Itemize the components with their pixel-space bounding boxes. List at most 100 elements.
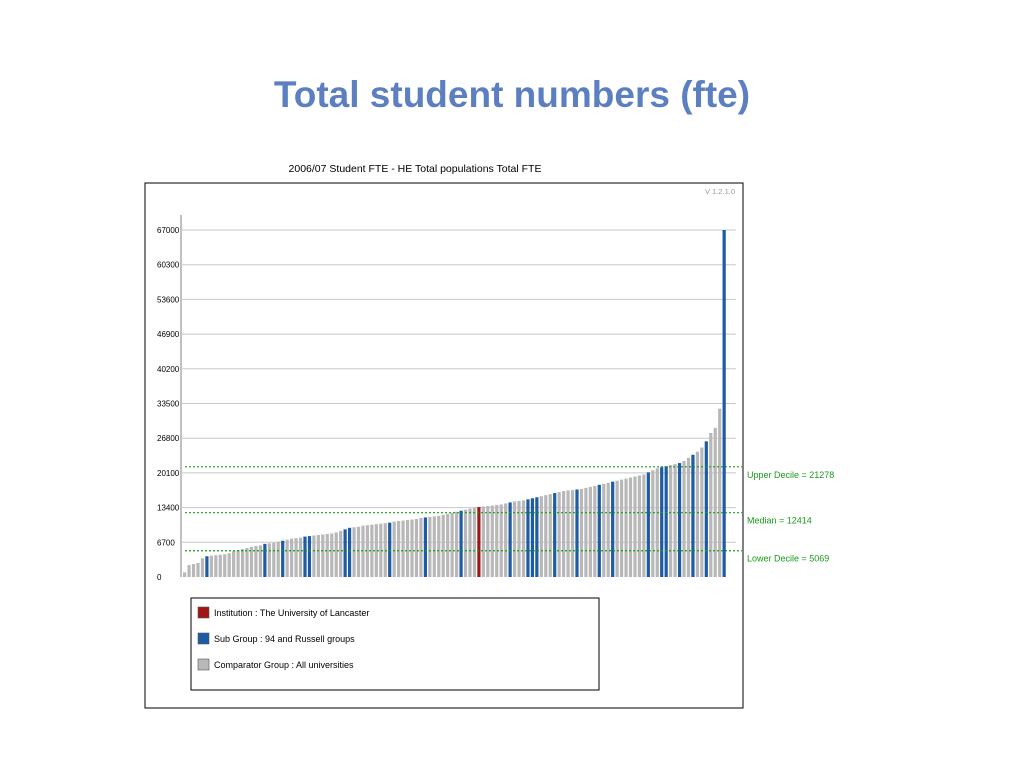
bar <box>183 572 187 577</box>
reference-line-label: Lower Decile = 5069 <box>747 554 829 564</box>
y-tick-label: 0 <box>157 573 162 582</box>
bar <box>593 485 597 577</box>
bar <box>339 530 343 577</box>
legend-entry: Institution : The University of Lancaste… <box>214 608 369 618</box>
bar <box>530 498 535 577</box>
y-tick-label: 67000 <box>157 226 180 235</box>
bar <box>200 558 205 577</box>
bar <box>504 503 508 577</box>
bar <box>682 460 686 577</box>
bar <box>553 493 557 577</box>
bar <box>325 534 329 577</box>
bar <box>557 492 561 577</box>
bar <box>637 475 642 577</box>
bar <box>423 517 427 577</box>
bar <box>383 523 387 577</box>
bar <box>588 486 592 577</box>
bar <box>365 525 370 577</box>
bar <box>419 517 423 577</box>
bar <box>606 482 610 577</box>
bar <box>303 536 307 577</box>
bar <box>437 515 441 577</box>
y-axis-ticks: 0 6700 13400 20100 26800 33500 40200 46900 53600… <box>157 226 180 582</box>
bar <box>356 526 361 577</box>
bar <box>517 500 521 577</box>
y-tick-label: 6700 <box>157 538 175 547</box>
bar <box>562 491 566 577</box>
bar <box>619 479 624 577</box>
y-tick-label: 33500 <box>157 400 180 409</box>
bar <box>392 521 396 577</box>
version-label: V 1.2.1.0 <box>705 187 735 196</box>
bar <box>272 542 276 577</box>
bar <box>298 537 303 577</box>
bar <box>664 466 668 577</box>
bar <box>655 468 659 577</box>
bar <box>646 472 650 577</box>
bar <box>455 511 459 577</box>
legend-swatch <box>197 658 210 671</box>
bar <box>486 506 490 577</box>
bar <box>459 510 463 577</box>
bar <box>414 518 419 577</box>
bar <box>495 505 499 577</box>
bar <box>651 470 655 577</box>
y-tick-label: 26800 <box>157 434 180 443</box>
bar <box>602 483 606 577</box>
bar <box>343 529 347 577</box>
bar <box>330 533 334 577</box>
bar <box>535 497 539 577</box>
bar <box>472 507 477 577</box>
reference-line-label: Median = 12414 <box>747 516 812 526</box>
grid-lines <box>181 229 736 543</box>
legend-entry: Sub Group : 94 and Russell groups <box>214 634 355 644</box>
bar <box>405 520 410 577</box>
bar <box>196 563 200 577</box>
bar <box>361 525 365 577</box>
bar <box>575 489 579 577</box>
bar <box>673 464 677 577</box>
bar <box>401 520 405 577</box>
chart-title: 2006/07 Student FTE - HE Total populatio… <box>288 163 542 175</box>
bar <box>539 496 543 577</box>
bar <box>290 538 294 577</box>
bar <box>566 490 570 577</box>
bar <box>285 539 289 577</box>
bar <box>570 489 575 577</box>
bar <box>191 564 196 577</box>
bar <box>526 499 530 577</box>
bar <box>334 532 338 577</box>
bar <box>508 502 512 577</box>
bar <box>579 488 584 577</box>
bar <box>281 540 285 577</box>
bar <box>709 433 713 577</box>
y-tick-label: 20100 <box>157 469 180 478</box>
slide-title: Total student numbers (fte) <box>273 74 751 115</box>
bar <box>611 481 615 577</box>
bar <box>294 538 298 577</box>
bar <box>544 495 548 577</box>
bar <box>691 454 695 577</box>
bar <box>624 478 628 577</box>
bar <box>254 545 258 577</box>
bar <box>481 506 485 577</box>
bar <box>410 519 414 577</box>
reference-line-label: Upper Decile = 21278 <box>747 470 834 480</box>
bar <box>450 512 454 577</box>
bar <box>379 523 383 577</box>
bar <box>374 524 378 577</box>
bar <box>321 534 325 577</box>
y-tick-label: 46900 <box>157 330 180 339</box>
bar <box>227 553 231 577</box>
bar <box>236 550 240 577</box>
y-tick-label: 13400 <box>157 504 180 513</box>
bar <box>660 467 664 577</box>
bar <box>686 457 691 577</box>
legend-entry: Comparator Group : All universities <box>214 660 354 670</box>
bar <box>218 554 222 577</box>
y-tick-label: 40200 <box>157 365 180 374</box>
bar <box>615 480 619 577</box>
bar <box>263 543 267 577</box>
legend: Institution : The University of Lancaste… <box>190 597 600 691</box>
